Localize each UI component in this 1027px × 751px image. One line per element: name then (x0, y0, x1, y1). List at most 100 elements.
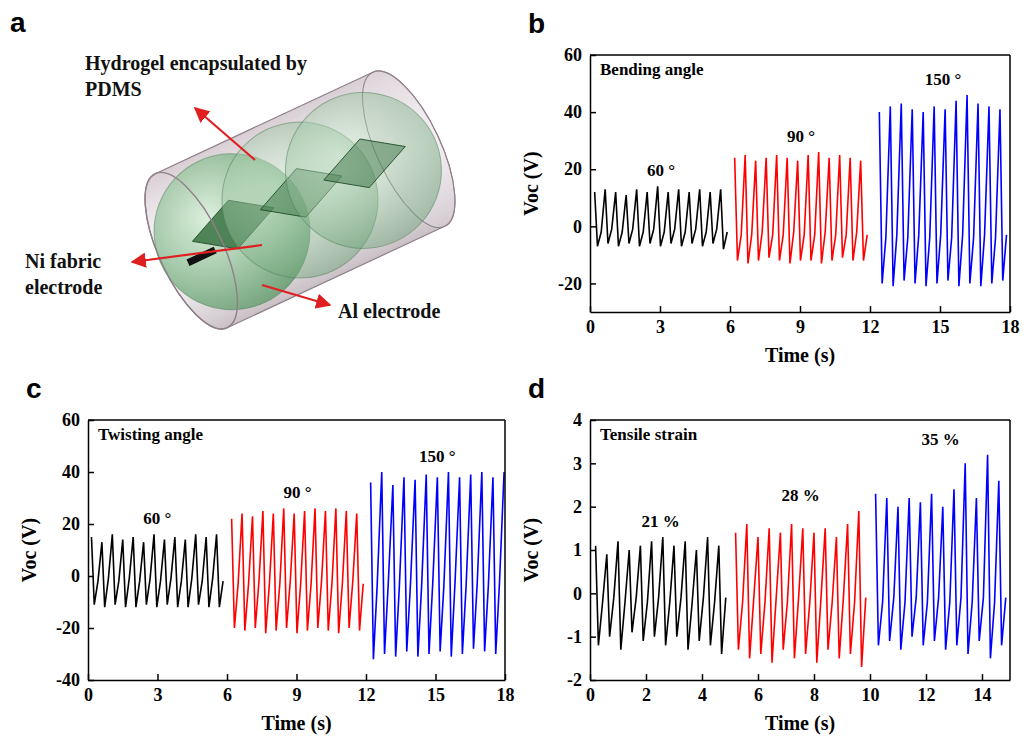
y-tick-label: -40 (56, 670, 80, 690)
diagram-label: Al electrode (338, 300, 440, 322)
y-tick-label: 4 (573, 410, 582, 430)
y-tick-mark (590, 550, 596, 552)
y-tick-label: -1 (567, 627, 582, 647)
series-label: 90 ° (787, 127, 815, 146)
x-tick: 9 (293, 674, 302, 705)
y-tick-label: 1 (573, 540, 582, 560)
x-tick-label: 9 (796, 317, 805, 337)
x-tick-label: 6 (223, 685, 232, 705)
x-tick: 12 (358, 674, 376, 705)
x-tick: 8 (810, 674, 819, 705)
figure: aHydrogel encapsulated byPDMSNi fabricel… (0, 0, 1027, 751)
y-tick-label: -20 (558, 274, 582, 294)
x-tick: 10 (862, 674, 880, 705)
x-axis: 0369121518 (84, 674, 515, 705)
x-tick-label: 0 (586, 317, 595, 337)
x-tick: 6 (726, 306, 735, 337)
x-tick-mark (646, 674, 648, 680)
y-tick: 0 (573, 584, 596, 604)
x-axis: 0 3 6 9 12 15 18 (586, 306, 1020, 337)
arrow (262, 285, 330, 305)
arrow (195, 108, 255, 160)
y-tick: 20 (564, 159, 596, 179)
y-axis: -2-101234 (567, 410, 596, 690)
text-line: Hydrogel encapsulated by (85, 52, 307, 75)
x-tick-label: 12 (862, 317, 880, 337)
frame-right (1009, 55, 1011, 312)
frame-right (504, 420, 506, 680)
panel-letter: c (26, 373, 42, 404)
x-tick-label: 15 (932, 317, 950, 337)
y-tick: 40 (62, 462, 94, 482)
y-tick-mark (590, 680, 596, 682)
frame-top (590, 419, 1010, 421)
x-tick-label: 12 (918, 685, 936, 705)
y-tick: -20 (558, 274, 596, 294)
series-line (596, 537, 726, 654)
x-tick-label: 18 (1002, 317, 1020, 337)
series-label: 150 ° (925, 70, 962, 89)
y-tick-label: 40 (564, 102, 582, 122)
x-tick-mark (800, 306, 802, 312)
x-axis-title: Time (s) (261, 712, 331, 735)
x-tick-label: 10 (862, 685, 880, 705)
series-line (595, 186, 728, 249)
y-axis-line (88, 421, 90, 681)
y-tick-mark (88, 576, 94, 578)
y-tick-mark (590, 283, 596, 285)
y-tick-label: 0 (71, 566, 80, 586)
y-tick: -2 (567, 670, 596, 690)
y-tick: 40 (564, 102, 596, 122)
ni-plate (315, 123, 415, 204)
plot-lines (596, 455, 1006, 667)
y-axis-line (590, 56, 592, 313)
y-tick: -20 (56, 618, 94, 638)
y-tick-label: -20 (56, 618, 80, 638)
text-line: Al electrode (338, 300, 440, 322)
chart-panel: b0369121518-200204060Time (s)Voc (V)Bend… (520, 8, 1020, 367)
x-tick: 9 (796, 306, 805, 337)
x-tick-label: 2 (642, 685, 651, 705)
y-tick: 0 (71, 566, 94, 586)
x-tick-mark (730, 306, 732, 312)
x-tick: 2 (642, 674, 651, 705)
y-tick-label: 60 (62, 410, 80, 430)
series-label: 35 % (922, 430, 960, 449)
device (125, 59, 473, 342)
x-tick-mark (157, 674, 159, 680)
hydrogel-sphere (260, 67, 467, 274)
tube-front-end (126, 160, 256, 341)
x-axis-title: Time (s) (765, 712, 835, 735)
y-tick-mark (590, 226, 596, 228)
x-tick-label: 18 (497, 685, 515, 705)
y-tick: -1 (567, 627, 596, 647)
x-tick: 15 (932, 306, 950, 337)
x-tick: 6 (223, 674, 232, 705)
x-tick-mark (435, 674, 437, 680)
plot-lines (595, 95, 1007, 286)
panel-letter: a (10, 7, 26, 38)
y-tick: -40 (56, 670, 94, 690)
x-tick-mark (660, 306, 662, 312)
y-tick-label: 0 (573, 584, 582, 604)
y-tick-mark (590, 463, 596, 465)
frame-right (1009, 420, 1011, 680)
y-tick: 20 (62, 514, 94, 534)
y-axis: -200204060 (558, 45, 596, 312)
y-tick-mark (88, 524, 94, 526)
x-tick-mark (870, 674, 872, 680)
x-tick: 12 (918, 674, 936, 705)
x-tick: 3 (656, 306, 665, 337)
x-tick: 12 (862, 306, 880, 337)
y-tick: 2 (573, 497, 596, 517)
x-tick: 6 (754, 674, 763, 705)
y-axis-title: Voc (V) (520, 518, 543, 582)
series-label: 28 % (782, 486, 820, 505)
y-axis-title: Voc (V) (18, 518, 41, 582)
text-line: PDMS (85, 78, 142, 100)
y-tick-label: 40 (62, 462, 80, 482)
chart-title: Bending angle (600, 60, 704, 79)
panel-letter: b (528, 8, 545, 39)
y-tick-mark (590, 636, 596, 638)
x-axis: 02468101214 (586, 674, 1011, 705)
